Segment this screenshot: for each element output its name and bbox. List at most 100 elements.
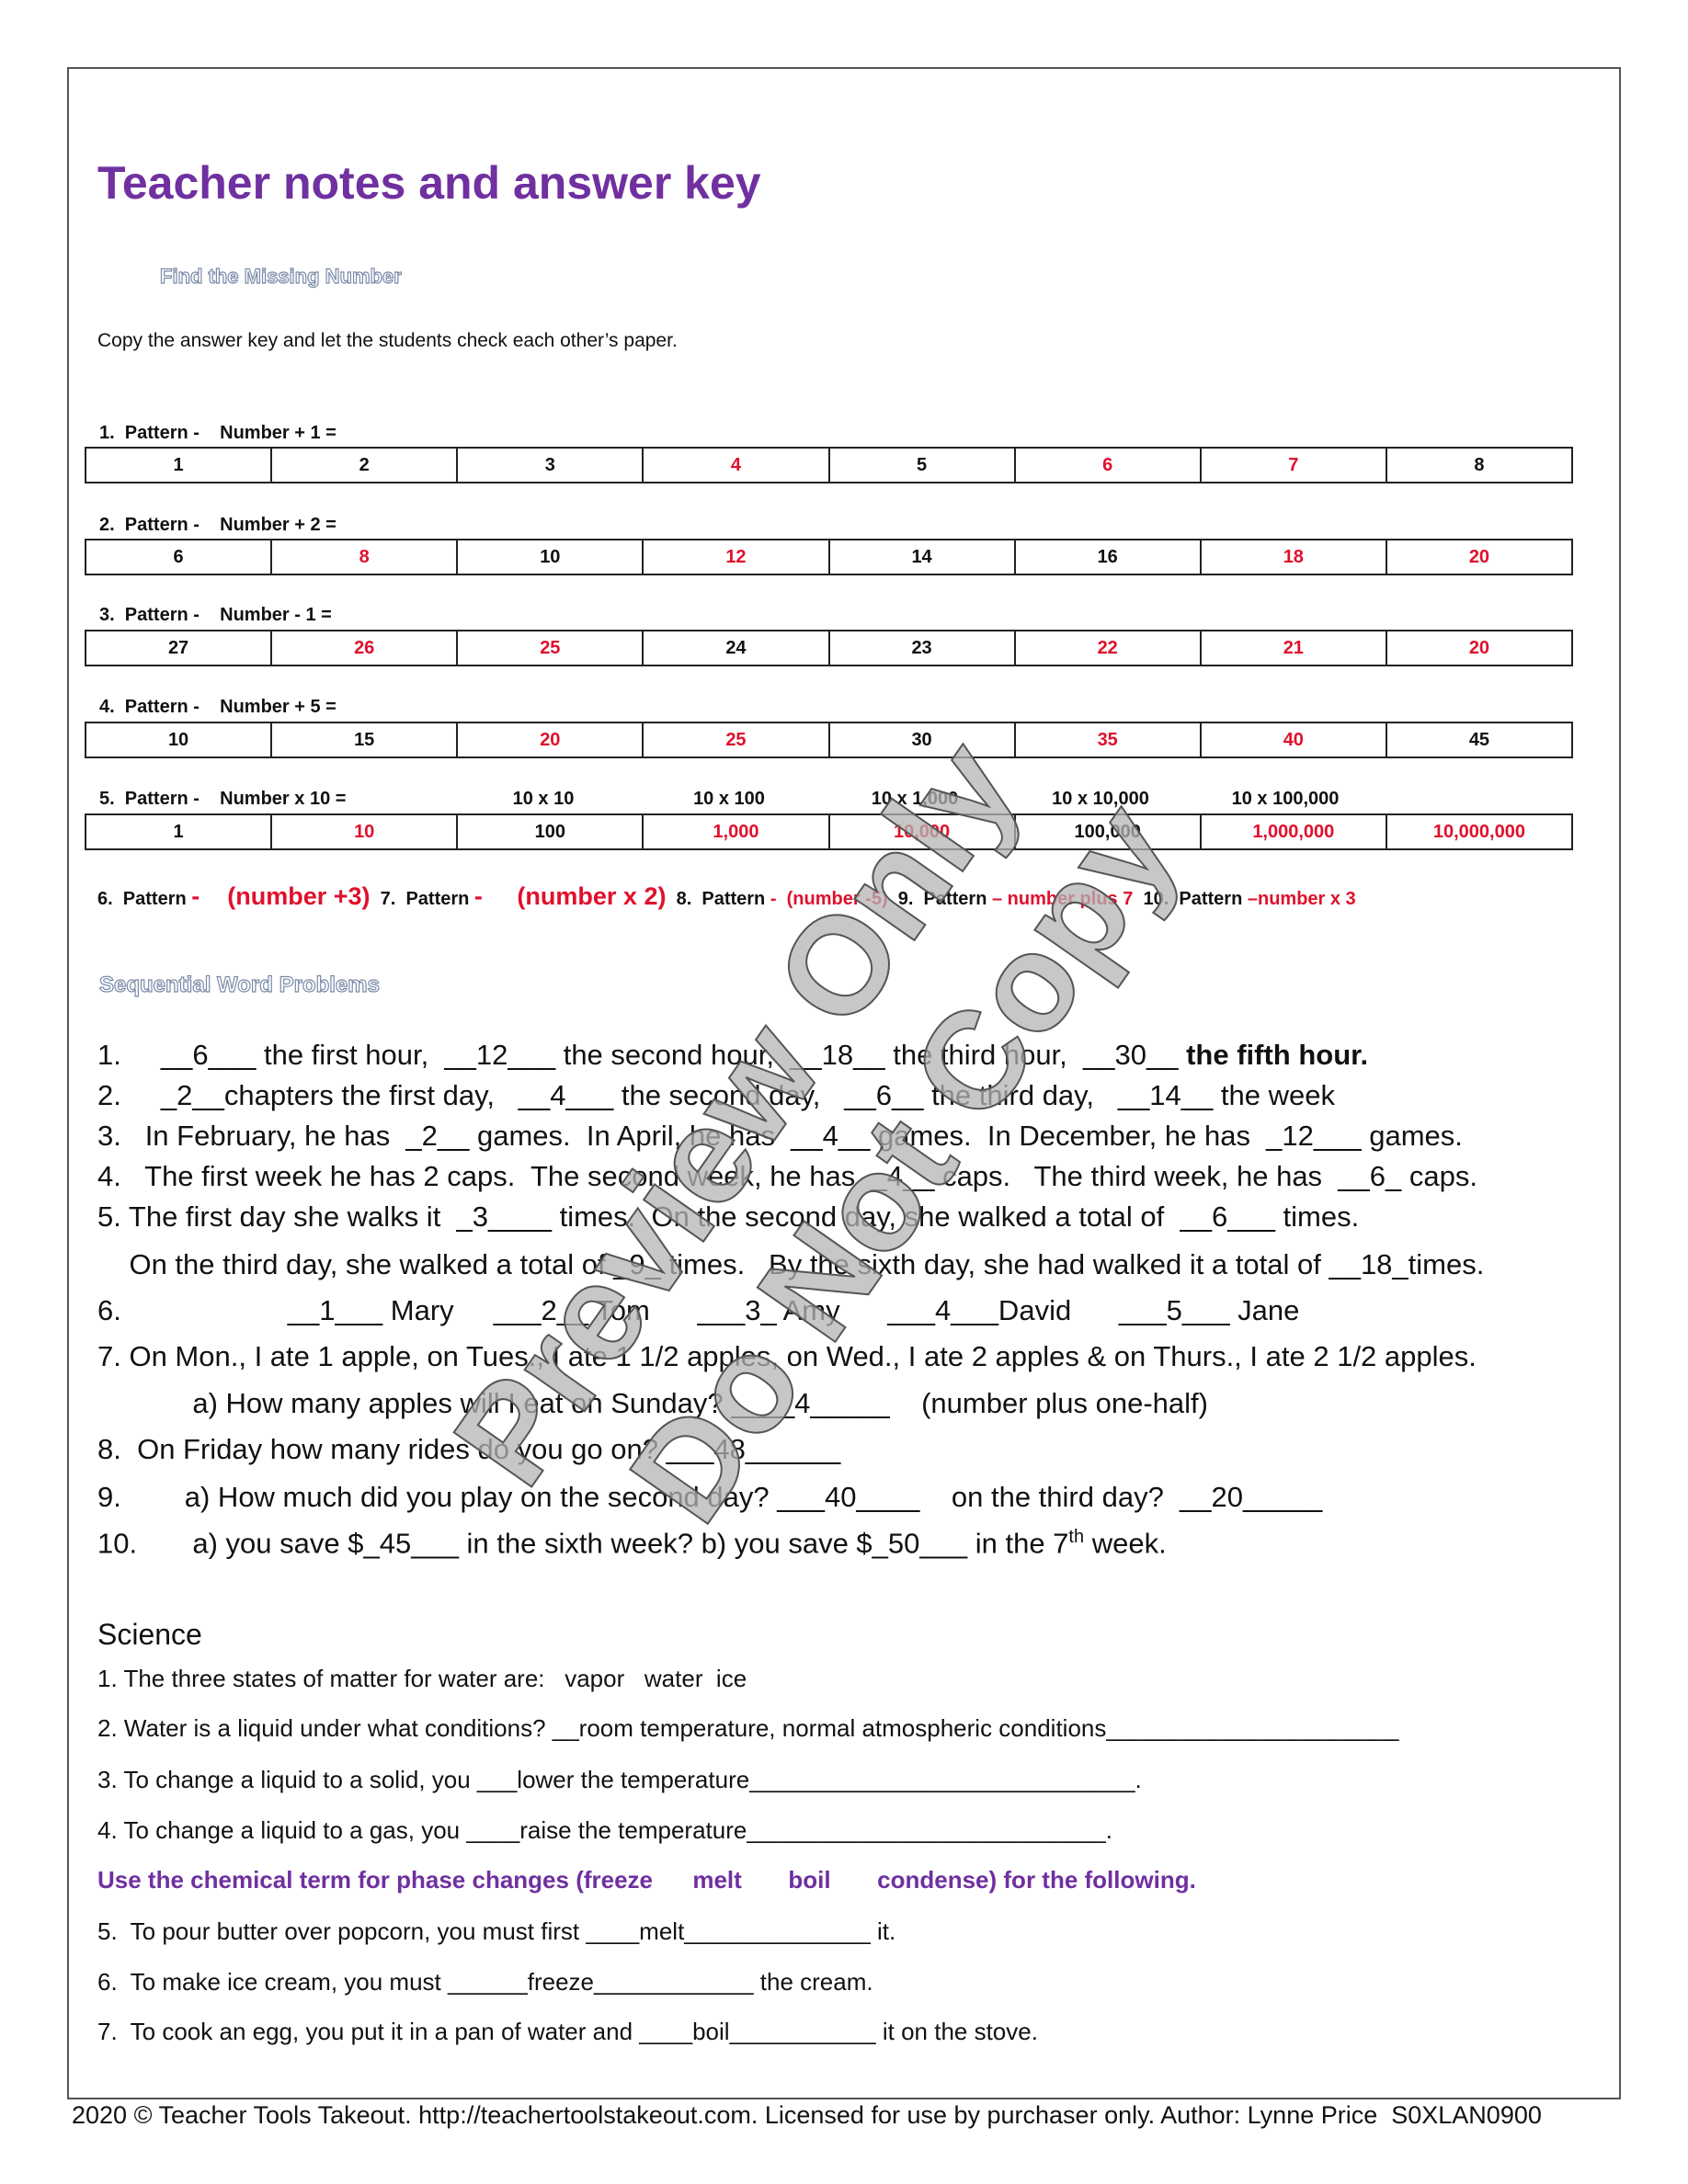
pattern-cell: 10,000,000 — [1385, 813, 1574, 850]
pattern-label: 2. Pattern - Number + 2 = — [99, 515, 336, 535]
word-problem-text: 7. On Mon., I ate 1 apple, on Tues., I a… — [97, 1340, 1477, 1372]
pattern-cell: 35 — [1013, 722, 1202, 758]
pattern-label: 1. Pattern - Number + 1 = — [99, 423, 336, 443]
multiplier-label: 10 x 1,000 — [871, 789, 959, 809]
page-title: Teacher notes and answer key — [97, 157, 761, 209]
pattern-cell: 25 — [642, 722, 830, 758]
pattern-answers-line: 6. Pattern - (number +3) 7. Pattern - (n… — [97, 882, 1356, 911]
pattern-cell: 22 — [1013, 630, 1202, 666]
pattern-table: 6 8 10 12 14 16 18 20 — [84, 539, 1574, 575]
science-question: 6. To make ice cream, you must ______fre… — [97, 1968, 873, 1996]
pattern-cell: 5 — [827, 447, 1016, 483]
page-border — [67, 67, 1621, 2099]
word-problem-text: 2. _2__chapters the first day, __4___ th… — [97, 1079, 1335, 1111]
pattern-cell: 3 — [456, 447, 644, 483]
pattern-cell: 26 — [270, 630, 459, 666]
word-problem-line: 3. In February, he has _2__ games. In Ap… — [97, 1120, 1463, 1153]
word-problem-text: th — [1068, 1527, 1085, 1547]
pattern-label: 10. Pattern — [1133, 889, 1248, 909]
science-question: 1. The three states of matter for water … — [97, 1665, 747, 1692]
pattern-cell: 8 — [270, 539, 459, 575]
pattern-label: 4. Pattern - Number + 5 = — [99, 697, 336, 717]
pattern-cell: 2 — [270, 447, 459, 483]
word-problem-line: 5. The first day she walks it _3____ tim… — [97, 1200, 1359, 1234]
pattern-cell: 30 — [827, 722, 1016, 758]
word-problem-text: 5. The first day she walks it _3____ tim… — [97, 1200, 1360, 1233]
pattern-cell: 45 — [1385, 722, 1574, 758]
pattern-cell: 10 — [270, 813, 459, 850]
word-problem-text: 6. __1___ Mary ___2__ Tom ___3_ Amy ___4… — [97, 1294, 1300, 1326]
pattern-cell: 8 — [1385, 447, 1574, 483]
pattern-cell: 18 — [1199, 539, 1387, 575]
pattern-cell: 10,000 — [827, 813, 1016, 850]
pattern-table: 27 26 25 24 23 22 21 20 — [84, 630, 1574, 666]
pattern-cell: 20 — [456, 722, 644, 758]
pattern-cell: 40 — [1199, 722, 1387, 758]
pattern-cell: 100 — [456, 813, 644, 850]
word-problem-text: the fifth hour. — [1186, 1039, 1369, 1071]
multiplier-label: 10 x 10 — [512, 789, 575, 809]
word-problem-text: week. — [1084, 1527, 1167, 1560]
word-problem-text: 1. __6___ the first hour, __12___ the se… — [97, 1039, 1187, 1071]
multiplier-label: 10 x 100 — [693, 789, 765, 809]
pattern-cell: 27 — [84, 630, 273, 666]
pattern-answer: – number plus 7 — [991, 889, 1134, 909]
pattern-label: 6. Pattern — [97, 889, 192, 909]
pattern-cell: 20 — [1385, 539, 1574, 575]
word-problem-text: a) How many apples will I eat on Sunday?… — [97, 1387, 1208, 1419]
section-heading-word-problems: Sequential Word Problems — [98, 972, 380, 997]
pattern-table: 10 15 20 25 30 35 40 45 — [84, 722, 1574, 758]
pattern-cell: 6 — [1013, 447, 1202, 483]
pattern-answer: –number x 3 — [1247, 889, 1356, 909]
pattern-answer: - (number x 2) — [473, 882, 667, 910]
word-problem-line: 7. On Mon., I ate 1 apple, on Tues., I a… — [97, 1340, 1477, 1373]
pattern-cell: 10 — [84, 722, 273, 758]
pattern-label: 5. Pattern - Number x 10 = — [99, 789, 347, 809]
pattern-answer: - (number +3) — [191, 882, 371, 910]
pattern-cell: 6 — [84, 539, 273, 575]
word-problem-line: 1. __6___ the first hour, __12___ the se… — [97, 1039, 1368, 1072]
word-problem-line: 2. _2__chapters the first day, __4___ th… — [97, 1079, 1335, 1112]
pattern-label: 8. Pattern — [666, 889, 770, 909]
pattern-cell: 15 — [270, 722, 459, 758]
science-question: 4. To change a liquid to a gas, you ____… — [97, 1816, 1112, 1844]
pattern-cell: 1 — [84, 813, 273, 850]
pattern-answer: - (number -5) — [770, 889, 888, 909]
multiplier-label: 10 x 100,000 — [1231, 789, 1340, 809]
word-problem-line: 4. The first week he has 2 caps. The sec… — [97, 1160, 1477, 1193]
word-problem-text: 4. The first week he has 2 caps. The sec… — [97, 1160, 1477, 1192]
pattern-cell: 24 — [642, 630, 830, 666]
word-problem-line: On the third day, she walked a total of … — [97, 1248, 1484, 1281]
pattern-cell: 10 — [456, 539, 644, 575]
word-problem-text: 3. In February, he has _2__ games. In Ap… — [97, 1120, 1463, 1152]
pattern-cell: 20 — [1385, 630, 1574, 666]
pattern-cell: 100,000 — [1013, 813, 1202, 850]
pattern-cell: 14 — [827, 539, 1016, 575]
pattern-cell: 25 — [456, 630, 644, 666]
footer: 2020 © Teacher Tools Takeout. http://tea… — [72, 2101, 1542, 2129]
pattern-cell: 23 — [827, 630, 1016, 666]
instructions: Copy the answer key and let the students… — [97, 330, 678, 351]
science-heading: Science — [97, 1618, 202, 1651]
word-problem-text: On the third day, she walked a total of … — [97, 1248, 1485, 1280]
pattern-cell: 7 — [1199, 447, 1387, 483]
science-question: 7. To cook an egg, you put it in a pan o… — [97, 2018, 1038, 2045]
science-question: 3. To change a liquid to a solid, you __… — [97, 1766, 1142, 1793]
pattern-cell: 1,000 — [642, 813, 830, 850]
subtitle: Find the Missing Number — [159, 264, 402, 288]
pattern-label: 9. Pattern — [887, 889, 992, 909]
pattern-label: 7. Pattern — [370, 889, 474, 909]
pattern-cell: 4 — [642, 447, 830, 483]
word-problem-text: 9. a) How much did you play on the secon… — [97, 1481, 1323, 1513]
word-problem-line: 6. __1___ Mary ___2__ Tom ___3_ Amy ___4… — [97, 1294, 1299, 1327]
pattern-cell: 1 — [84, 447, 273, 483]
pattern-cell: 1,000,000 — [1199, 813, 1387, 850]
pattern-label: 3. Pattern - Number - 1 = — [99, 605, 332, 625]
pattern-cell: 12 — [642, 539, 830, 575]
science-question: 5. To pour butter over popcorn, you must… — [97, 1917, 896, 1945]
word-problem-line: 8. On Friday how many rides do you go on… — [97, 1433, 840, 1466]
multiplier-label: 10 x 10,000 — [1052, 789, 1149, 809]
science-question: Use the chemical term for phase changes … — [97, 1866, 1196, 1894]
word-problem-text: 8. On Friday how many rides do you go on… — [97, 1433, 841, 1465]
